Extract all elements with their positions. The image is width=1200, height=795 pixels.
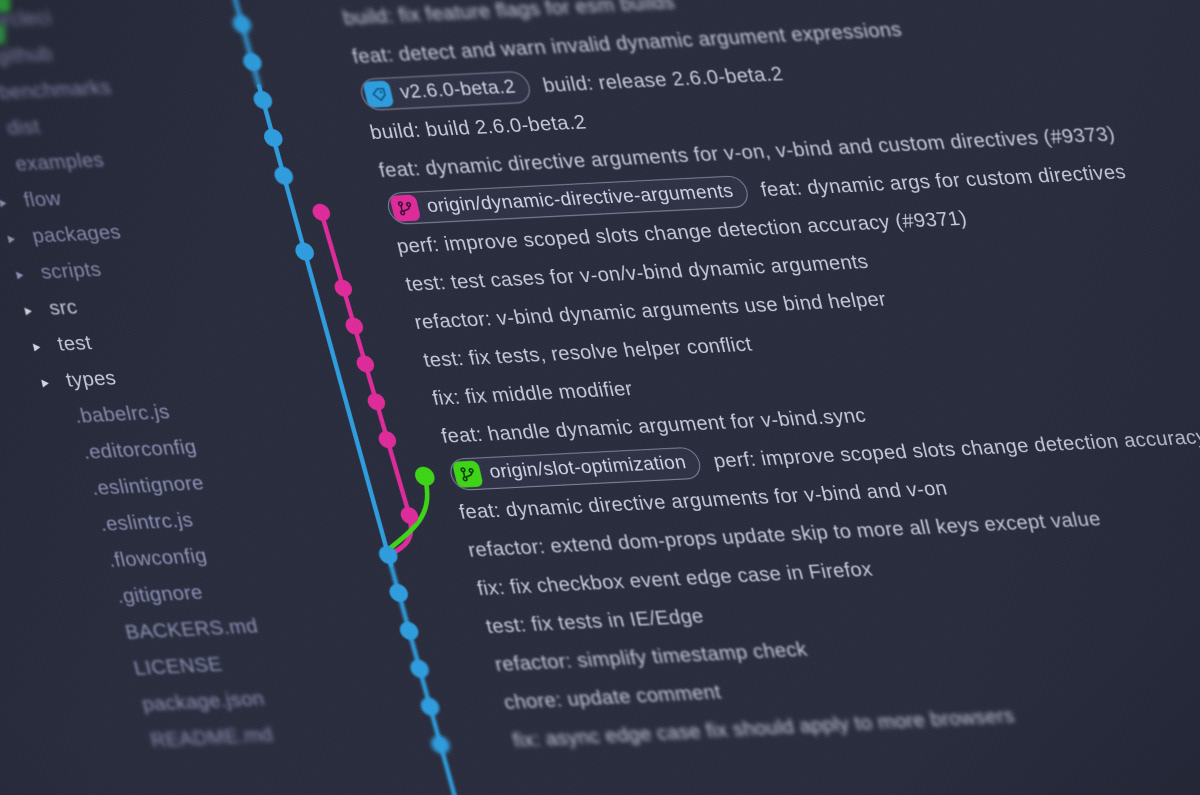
chevron-right-icon[interactable]: ▸: [14, 265, 26, 284]
chevron-right-icon[interactable]: ▸: [22, 301, 35, 320]
commit-message: build: build 2.6.0-beta.2: [367, 110, 589, 144]
tag-icon: [362, 80, 395, 108]
tree-item-label: .gitignore: [114, 581, 205, 608]
tree-item-label: examples: [13, 149, 107, 176]
tree-item-label: benchmarks: [0, 75, 114, 104]
tree-item-label: packages: [29, 220, 124, 248]
tree-item-label: scripts: [38, 258, 104, 284]
branch-pill[interactable]: origin/slot-optimization: [447, 446, 704, 491]
tree-item-label: LICENSE: [131, 653, 225, 680]
git-branch-icon: [389, 194, 422, 222]
tree-item-label: flow: [21, 187, 64, 212]
tree-item-label: .flowconfig: [106, 544, 210, 572]
commit-row[interactable]: origin/dynamic-directive-arguments feat: …: [384, 125, 1200, 228]
tree-item-label: package.json: [139, 687, 267, 716]
tree-item-label: dist: [4, 115, 43, 140]
tree-item-label: .github: [0, 42, 55, 68]
commit-message: chore: update comment: [501, 680, 724, 714]
chevron-right-icon[interactable]: ▸: [39, 373, 52, 392]
commit-message: test: fix tests in IE/Edge: [483, 604, 706, 638]
commit-message: fix: fix middle modifier: [430, 377, 635, 410]
tag-label: v2.6.0-beta.2: [397, 76, 518, 104]
tree-item-label: test: [55, 331, 94, 356]
branch-pill[interactable]: origin/dynamic-directive-arguments: [384, 175, 751, 225]
tree-item-label: src: [46, 296, 80, 320]
chevron-right-icon[interactable]: ▸: [5, 229, 18, 248]
tree-item-label: README.md: [148, 723, 276, 752]
git-branch-icon: [451, 460, 484, 488]
tree-item-label: .eslintrc.js: [97, 508, 196, 536]
green-artifact-icon: [0, 25, 5, 44]
commit-message: build: release 2.6.0-beta.2: [540, 62, 786, 97]
tree-item-label: .babelrc.js: [72, 400, 172, 428]
commit-list: build: build 2.6.0-beta.3build: fix feat…: [330, 0, 1200, 760]
commit-row[interactable]: v2.6.0-beta.2 build: release 2.6.0-beta.2: [357, 11, 1200, 114]
green-artifact-icon: [0, 0, 10, 12]
commit-row[interactable]: origin/slot-optimization perf: improve sc…: [446, 391, 1200, 494]
tree-item-label: types: [63, 366, 119, 392]
tree-item-label: BACKERS.md: [122, 614, 261, 644]
chevron-right-icon[interactable]: ▸: [0, 193, 9, 212]
chevron-right-icon[interactable]: ▸: [31, 337, 43, 356]
tree-item-label: .eslintignore: [89, 471, 207, 500]
tree-item-label: .editorconfig: [80, 435, 199, 464]
branch-label: origin/slot-optimization: [487, 452, 689, 484]
tag-pill[interactable]: v2.6.0-beta.2: [357, 70, 534, 111]
